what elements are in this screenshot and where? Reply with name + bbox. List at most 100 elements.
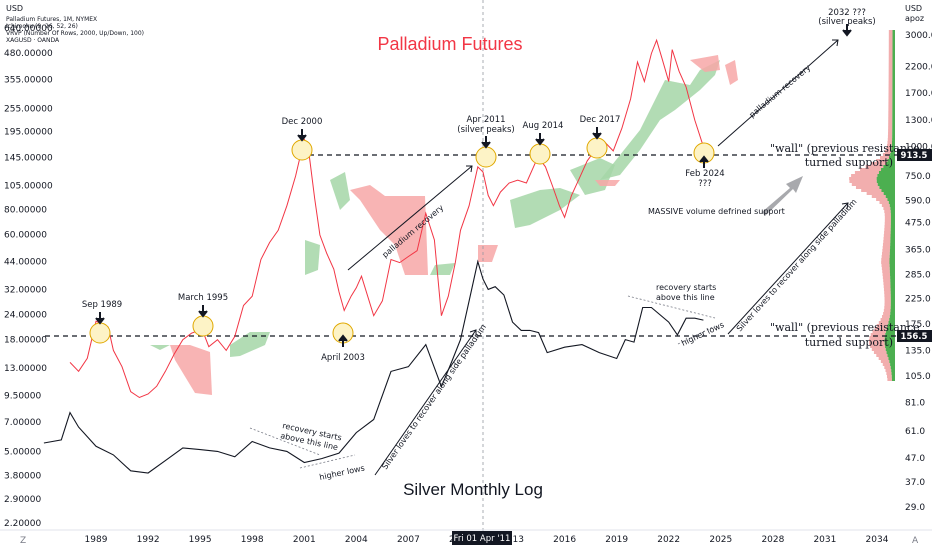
- volume-bar-up: [891, 144, 895, 147]
- volume-bar-up: [892, 141, 895, 144]
- volume-bar-down: [880, 318, 890, 321]
- trend-arrows: [347, 39, 849, 476]
- recovery-starts-2b: above this line: [656, 293, 715, 302]
- left-axis-tick: 2.90000: [4, 495, 41, 505]
- volume-bar-up: [878, 171, 895, 174]
- volume-bar-up: [890, 228, 895, 231]
- volume-bar-down: [888, 129, 893, 132]
- volume-bar-up: [888, 321, 895, 324]
- volume-bar-down: [869, 336, 885, 339]
- volume-bar-up: [885, 162, 895, 165]
- label-dec2000: Dec 2000: [282, 117, 323, 127]
- time-axis-tick: 2001: [293, 535, 316, 545]
- cloud-segment: [478, 245, 498, 262]
- volume-bar-up: [890, 222, 895, 225]
- volume-bar-down: [883, 237, 891, 240]
- volume-bar-down: [888, 126, 893, 129]
- recovery-line-2: [627, 295, 716, 319]
- label-feb2024-q: ???: [698, 179, 712, 189]
- peak-labels: Sep 1989 March 1995 April 2003 Dec 2000 …: [82, 8, 876, 363]
- volume-bar-down: [888, 51, 893, 54]
- volume-bar-up: [887, 354, 895, 357]
- volume-bar-down: [876, 198, 888, 201]
- left-axis-tick: 60.00000: [4, 231, 47, 241]
- volume-bar-down: [871, 348, 886, 351]
- volume-bar-up: [881, 168, 895, 171]
- right-axis-tick: 750.0: [905, 172, 931, 182]
- indicator-line-4[interactable]: XAGUSD · OANDA: [6, 37, 60, 44]
- volume-bar-up: [890, 276, 895, 279]
- volume-bar-up: [892, 45, 895, 48]
- volume-bar-down: [882, 246, 891, 249]
- volume-bar-up: [890, 213, 895, 216]
- volume-bar-up: [892, 132, 895, 135]
- time-axis-tick: 2031: [813, 535, 836, 545]
- right-axis-tick: 105.0: [905, 372, 931, 382]
- auto-scale-button[interactable]: A: [912, 536, 919, 546]
- arrow-dec2000: [297, 129, 307, 142]
- left-axis-tick: 255.00000: [4, 104, 53, 114]
- left-axis-tick: 3.80000: [4, 471, 41, 481]
- volume-bar-up: [885, 195, 895, 198]
- indicator-line-2[interactable]: Ichimoku (9, 26, 52, 26): [6, 23, 78, 30]
- volume-bar-up: [892, 114, 895, 117]
- volume-pointer-arrow: [762, 176, 803, 216]
- label-aug2014: Aug 2014: [523, 121, 564, 131]
- volume-bar-down: [888, 117, 893, 120]
- right-price-axis[interactable]: 3000.0 2200.0 1700.0 1300.0 1000.0 750.0 590.0…: [905, 31, 932, 513]
- left-axis-tick: 18.00000: [4, 336, 47, 346]
- volume-bar-down: [851, 174, 878, 177]
- cloud-segment: [600, 60, 720, 180]
- volume-bar-up: [889, 261, 895, 264]
- volume-bar-up: [881, 189, 895, 192]
- volume-bar-up: [890, 288, 895, 291]
- volume-bar-down: [871, 162, 886, 165]
- volume-bar-up: [892, 33, 895, 36]
- left-price-axis[interactable]: 640.00000 480.00000 355.00000 255.00000 195.…: [4, 24, 53, 529]
- volume-bar-down: [876, 324, 888, 327]
- right-axis-tick: 1000.0: [905, 143, 932, 153]
- left-axis-tick: 640.00000: [4, 24, 53, 34]
- time-axis-tick: 2013: [501, 535, 524, 545]
- trend-arrow-3: [374, 329, 477, 476]
- volume-bar-up: [890, 300, 895, 303]
- volume-bar-down: [888, 33, 893, 36]
- volume-bar-up: [889, 252, 895, 255]
- volume-bar-down: [888, 120, 893, 123]
- cloud-segment: [170, 345, 212, 395]
- indicator-line-1[interactable]: Palladium Futures, 1M, NYMEX: [6, 16, 98, 23]
- volume-bar-down: [882, 273, 891, 276]
- volume-bar-down: [888, 90, 893, 93]
- time-axis-tick: 1998: [241, 535, 264, 545]
- volume-bar-down: [884, 366, 891, 369]
- right-axis-tick: 81.0: [905, 398, 925, 408]
- indicator-line-3[interactable]: VRVP (Number Of Rows, 2000, Up/Down, 100…: [6, 30, 144, 37]
- time-axis-tick: 1992: [137, 535, 160, 545]
- right-axis-tick: 285.0: [905, 270, 931, 280]
- volume-bar-down: [888, 60, 893, 63]
- volume-bar-up: [891, 147, 895, 150]
- volume-bar-up: [888, 357, 895, 360]
- recovery-note-2: palladium recovery: [748, 63, 813, 120]
- volume-bar-up: [889, 315, 895, 318]
- volume-bar-down: [878, 357, 889, 360]
- volume-bar-down: [879, 201, 889, 204]
- price-marker-top: 913.5: [897, 149, 932, 161]
- time-axis-tick: 2022: [657, 535, 680, 545]
- volume-bar-up: [879, 186, 895, 189]
- volume-bar-down: [883, 282, 891, 285]
- volume-bar-up: [876, 180, 895, 183]
- right-axis-tick: 2200.0: [905, 63, 932, 73]
- right-axis-tick: 61.0: [905, 427, 925, 437]
- volume-bar-up: [892, 93, 895, 96]
- peak-circle: [89, 322, 111, 344]
- volume-bar-up: [890, 294, 895, 297]
- zoom-icon[interactable]: Z: [20, 536, 26, 546]
- volume-bar-down: [883, 240, 891, 243]
- trend-arrowhead-4: [841, 202, 849, 210]
- volume-bar-down: [887, 138, 893, 141]
- volume-bar-down: [883, 312, 891, 315]
- label-apr2011: Apr 2011: [466, 115, 505, 125]
- volume-bar-down: [887, 378, 892, 381]
